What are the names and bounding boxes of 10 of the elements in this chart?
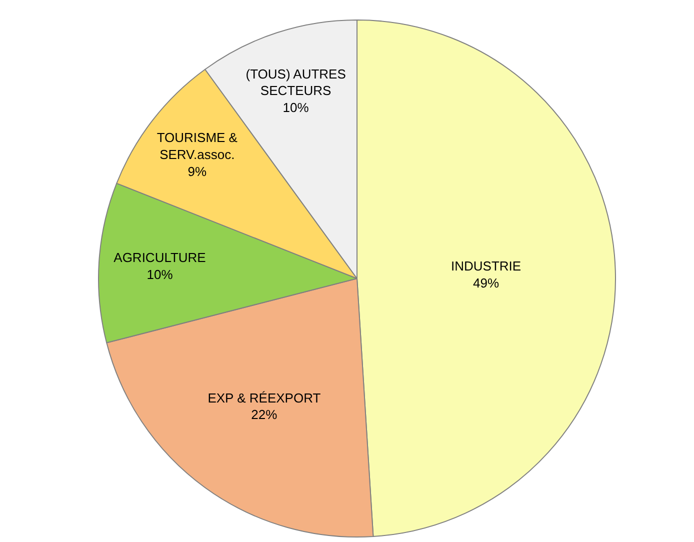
data-label: 49% [473,275,500,290]
slice-label: (TOUS) AUTRES SECTEURS [246,66,346,98]
slice-label: EXP & RÉEXPORT [208,390,321,406]
data-label: 10% [146,267,174,282]
data-label: 10% [282,100,310,116]
slice-label: TOURISME & SERV.assoc. [156,130,238,162]
slice-label: INDUSTRIE [451,258,522,274]
slice-label: AGRICULTURE [114,250,206,266]
data-label: 22% [251,407,278,422]
data-label: 9% [188,164,207,180]
